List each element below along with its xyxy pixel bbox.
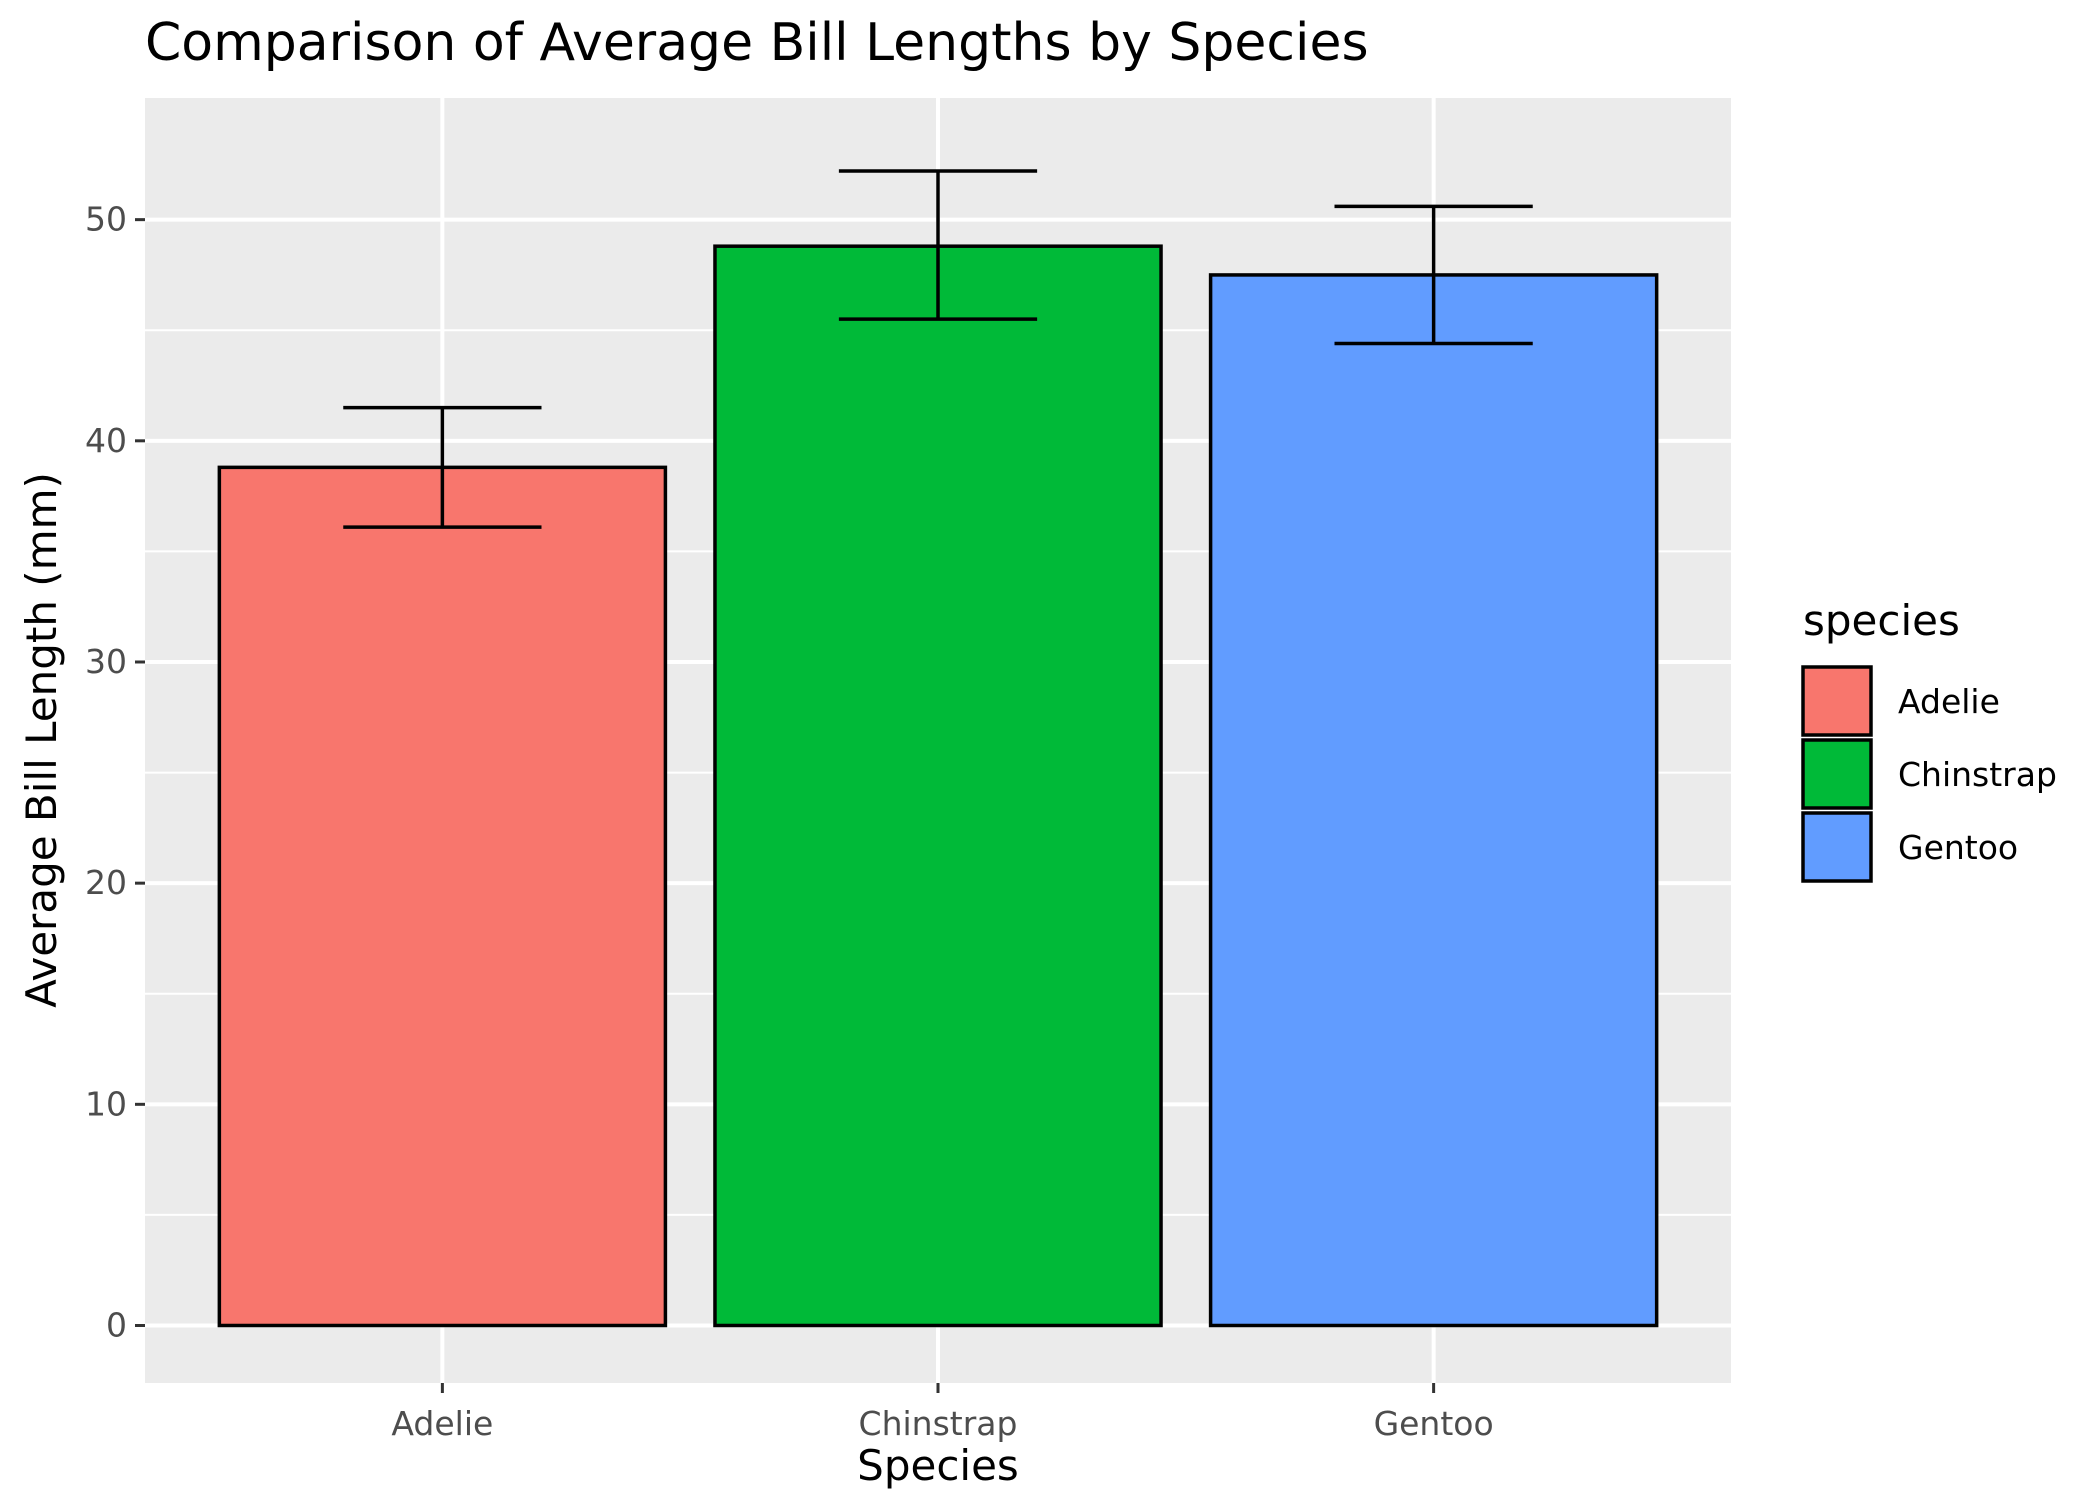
y-axis-title: Average Bill Length (mm) (17, 472, 66, 1008)
chart-title: Comparison of Average Bill Lengths by Sp… (145, 13, 1369, 73)
legend-label: Adelie (1898, 682, 2000, 721)
x-tick-label: Chinstrap (859, 1404, 1018, 1443)
x-axis-title: Species (857, 1441, 1019, 1490)
bar-gentoo (1208, 273, 1659, 1328)
y-tick-label: 50 (85, 200, 127, 239)
legend-item-gentoo: Gentoo (1801, 811, 2018, 883)
x-axis: Adelie Chinstrap Gentoo (391, 1383, 1494, 1443)
y-tick-label: 10 (85, 1084, 127, 1123)
y-tick-label: 40 (85, 421, 127, 460)
legend-key (1801, 811, 1873, 883)
legend-title: species (1803, 596, 1960, 645)
error-bar-chinstrap (838, 169, 1038, 321)
legend-key (1801, 738, 1873, 810)
y-axis: 0 10 20 30 40 50 (85, 200, 145, 1344)
legend-label: Chinstrap (1898, 755, 2057, 794)
x-tick-label: Adelie (391, 1404, 493, 1443)
legend-item-chinstrap: Chinstrap (1801, 738, 2057, 810)
bar-chinstrap (713, 244, 1163, 1328)
y-tick-label: 30 (85, 642, 127, 681)
x-tick-label: Gentoo (1374, 1404, 1494, 1443)
legend: species Adelie Chinstrap Gentoo (1801, 596, 2057, 883)
error-bars (343, 169, 1533, 529)
y-tick-label: 0 (106, 1305, 127, 1344)
y-tick-label: 20 (85, 863, 127, 902)
bar-adelie (217, 465, 668, 1328)
legend-key (1801, 665, 1873, 737)
legend-label: Gentoo (1898, 828, 2018, 867)
error-bar-gentoo (1334, 204, 1533, 346)
bars (217, 244, 1659, 1328)
legend-item-adelie: Adelie (1801, 665, 2000, 737)
error-bar-adelie (343, 405, 542, 529)
